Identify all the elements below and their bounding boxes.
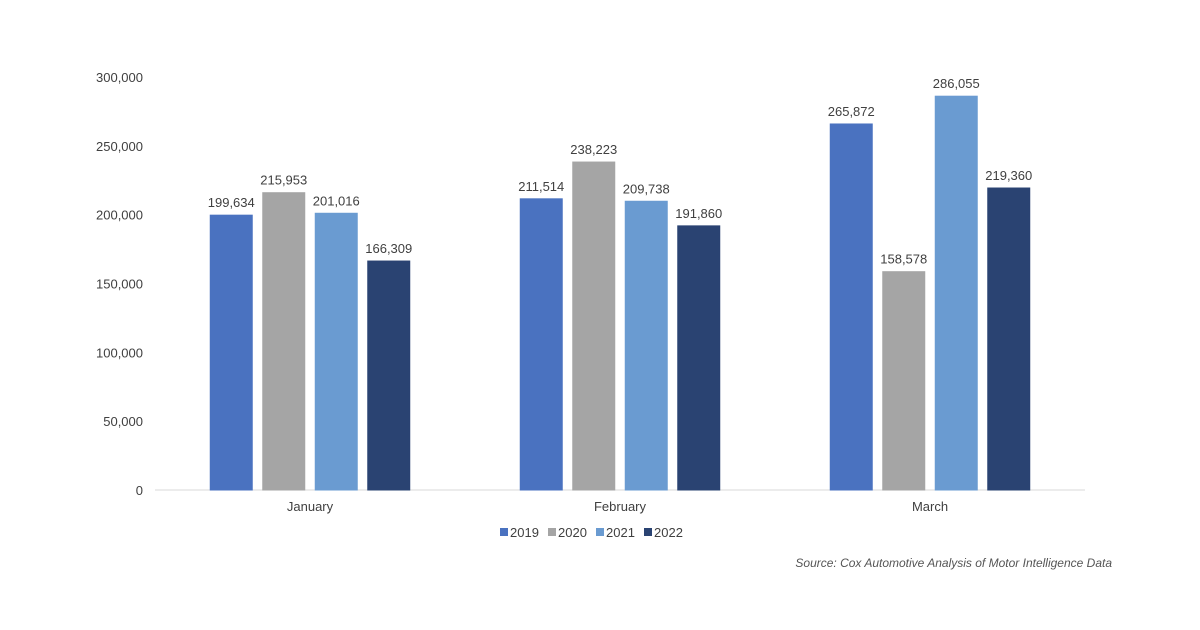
x-tick-label: February bbox=[594, 499, 647, 514]
bar-2019-january bbox=[209, 214, 253, 491]
legend-swatch-2021 bbox=[596, 528, 604, 536]
y-tick-label: 250,000 bbox=[96, 139, 143, 154]
bar-2021-january bbox=[314, 212, 358, 491]
legend-label: 2022 bbox=[654, 525, 683, 540]
legend-label: 2020 bbox=[558, 525, 587, 540]
bar-2019-march bbox=[829, 123, 873, 491]
data-label: 191,860 bbox=[675, 206, 722, 221]
data-label: 215,953 bbox=[260, 173, 307, 188]
bar-2020-march bbox=[882, 271, 926, 491]
data-label: 211,514 bbox=[518, 179, 564, 194]
y-tick-label: 0 bbox=[136, 483, 143, 498]
bar-2022-march bbox=[987, 187, 1031, 491]
legend-swatch-2020 bbox=[548, 528, 556, 536]
bar-2022-january bbox=[367, 260, 411, 491]
bar-2019-february bbox=[519, 198, 563, 491]
data-label: 265,872 bbox=[828, 104, 875, 119]
bar-2020-february bbox=[572, 161, 616, 491]
y-tick-label: 150,000 bbox=[96, 277, 143, 292]
data-label: 286,055 bbox=[933, 76, 980, 91]
x-tick-label: January bbox=[287, 499, 334, 514]
bar-2021-february bbox=[624, 200, 668, 491]
data-label: 238,223 bbox=[570, 142, 617, 157]
data-label: 158,578 bbox=[880, 252, 927, 267]
legend-swatch-2022 bbox=[644, 528, 652, 536]
data-label: 199,634 bbox=[208, 195, 255, 210]
bar-2021-march bbox=[934, 95, 978, 491]
bar-2022-february bbox=[677, 225, 721, 491]
bar-2020-january bbox=[262, 192, 306, 491]
y-tick-label: 100,000 bbox=[96, 345, 143, 360]
y-tick-label: 50,000 bbox=[103, 414, 143, 429]
legend-label: 2019 bbox=[510, 525, 539, 540]
y-tick-label: 200,000 bbox=[96, 208, 143, 223]
legend-swatch-2019 bbox=[500, 528, 508, 536]
data-label: 209,738 bbox=[623, 181, 670, 196]
legend-label: 2021 bbox=[606, 525, 635, 540]
data-label: 201,016 bbox=[313, 193, 360, 208]
data-label: 166,309 bbox=[365, 241, 412, 256]
x-tick-label: March bbox=[912, 499, 948, 514]
y-tick-label: 300,000 bbox=[96, 70, 143, 85]
source-note: Source: Cox Automotive Analysis of Motor… bbox=[795, 556, 1112, 570]
data-label: 219,360 bbox=[985, 168, 1032, 183]
